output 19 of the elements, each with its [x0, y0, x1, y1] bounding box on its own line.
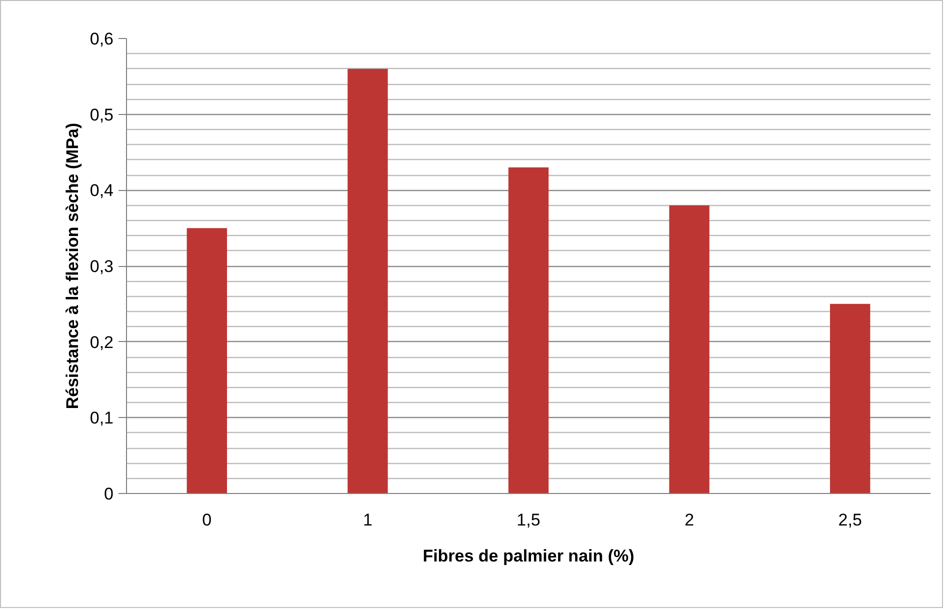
y-tick-label: 0,5	[90, 105, 114, 124]
bar	[348, 68, 388, 494]
bar	[669, 205, 710, 494]
bar	[508, 167, 549, 494]
y-tick-label: 0,1	[90, 408, 114, 428]
bar	[830, 304, 870, 494]
y-tick-label: 0,2	[90, 332, 114, 352]
bar	[186, 228, 227, 494]
x-axis-title: Fibres de palmier nain (%)	[422, 546, 634, 566]
y-tick-label: 0,3	[90, 257, 114, 276]
y-tick-label: 0,6	[90, 30, 114, 48]
y-axis-title: Résistance à la flexion sèche (MPa)	[62, 122, 82, 410]
x-tick-label: 2	[684, 510, 694, 530]
x-tick-label: 1,5	[516, 510, 540, 530]
x-tick-label: 1	[362, 510, 372, 530]
y-tick-label: 0,4	[90, 181, 114, 200]
x-tick-label: 0	[202, 510, 212, 530]
y-tick-label: 0	[104, 484, 114, 504]
x-tick-label: 2,5	[838, 510, 862, 530]
